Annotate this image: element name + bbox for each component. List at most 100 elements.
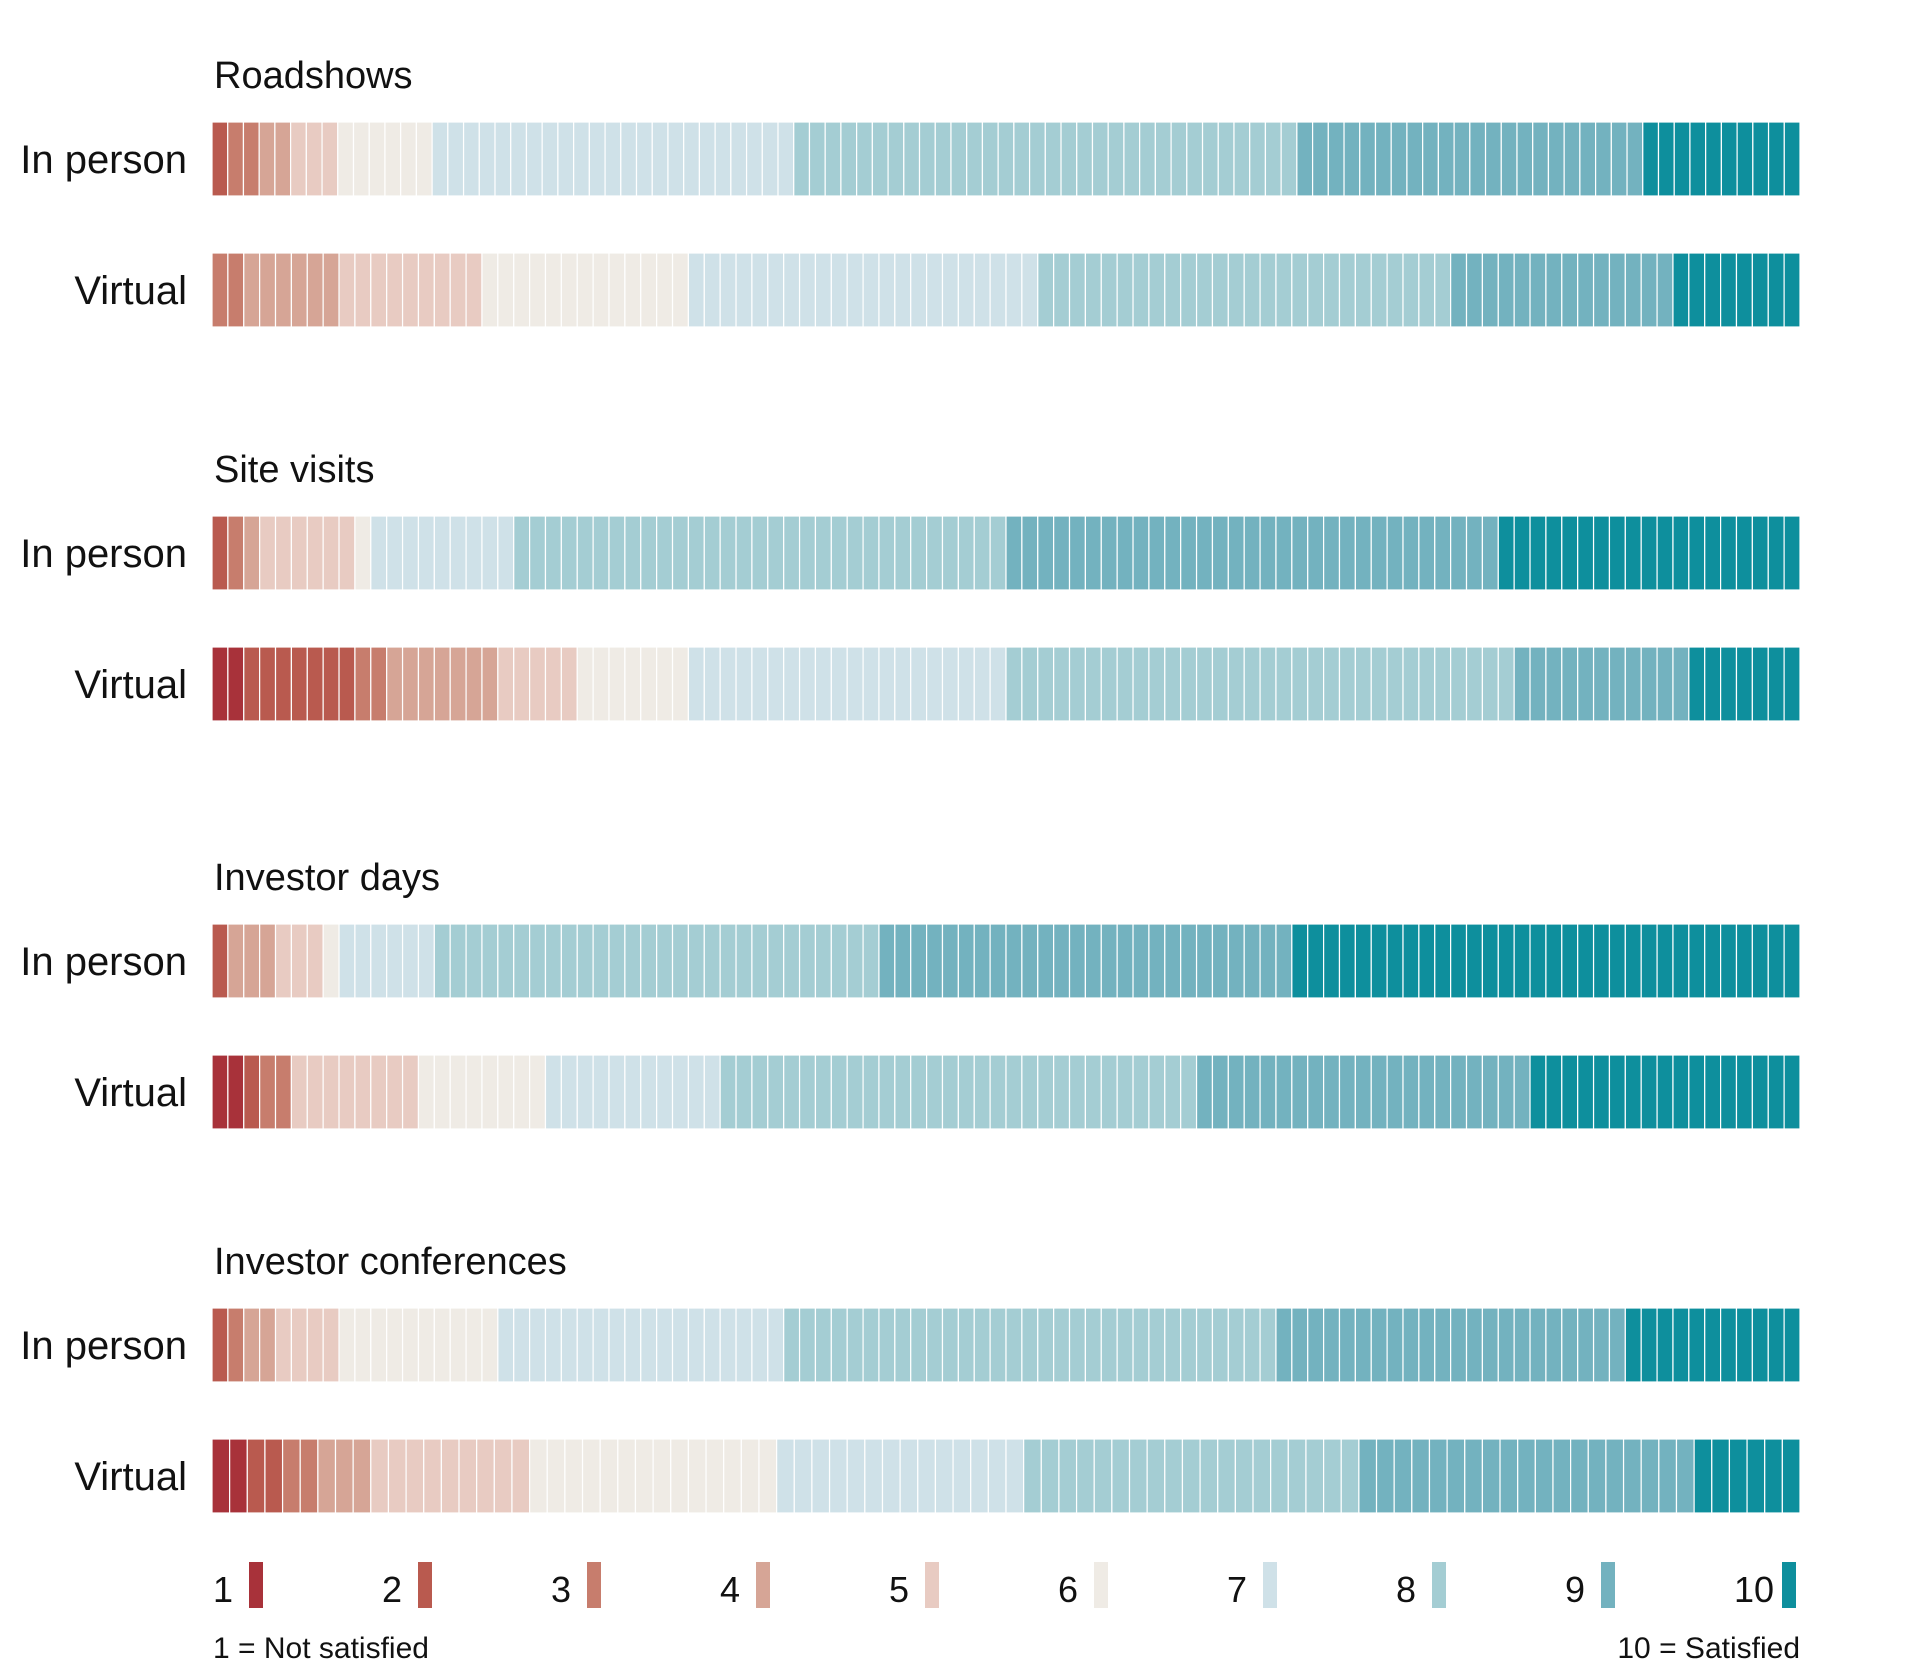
response-cell-score-8 <box>1075 1438 1095 1514</box>
response-cell-score-8 <box>1053 252 1071 328</box>
response-cell-score-9 <box>1672 646 1690 722</box>
response-cell-score-7 <box>751 252 769 328</box>
response-cell-score-10 <box>1767 121 1785 197</box>
response-cell-score-8 <box>846 923 864 999</box>
response-cell-score-8 <box>1028 121 1046 197</box>
response-cell-score-5 <box>306 515 324 591</box>
row-label: Virtual <box>74 269 187 313</box>
response-cell-score-6 <box>433 1054 451 1130</box>
response-cell-score-7 <box>814 252 832 328</box>
response-cell-score-4 <box>243 923 261 999</box>
response-cell-score-4 <box>449 646 467 722</box>
response-cell-score-8 <box>1021 646 1039 722</box>
response-cell-score-5 <box>274 923 292 999</box>
response-cell-score-4 <box>317 1438 337 1514</box>
response-cell-score-8 <box>1227 252 1245 328</box>
response-cell-score-8 <box>1037 1054 1055 1130</box>
response-cell-score-6 <box>564 1438 584 1514</box>
response-cell-score-9 <box>1338 1054 1356 1130</box>
response-cell-score-7 <box>620 121 638 197</box>
response-cell-score-1 <box>229 1438 248 1514</box>
response-cell-score-7 <box>1005 1438 1025 1514</box>
response-cell-score-9 <box>1529 1307 1547 1383</box>
response-cell-score-8 <box>1340 1438 1360 1514</box>
response-cell-score-8 <box>767 515 785 591</box>
response-cell-score-8 <box>560 515 578 591</box>
response-cell-score-8 <box>1181 1438 1201 1514</box>
response-cell-score-7 <box>624 1307 642 1383</box>
response-cell-score-6 <box>528 252 547 328</box>
response-cell-score-9 <box>1164 923 1182 999</box>
response-cell-score-5 <box>338 515 356 591</box>
group-roadshows: Roadshows In person Virtual <box>20 55 1801 328</box>
response-cell-score-6 <box>656 646 674 722</box>
response-cell-score-8 <box>544 515 562 591</box>
response-cell-score-4 <box>243 515 261 591</box>
response-cell-score-10 <box>1764 1438 1783 1514</box>
response-cell-score-9 <box>1307 515 1325 591</box>
response-cell-score-8 <box>1044 121 1062 197</box>
response-cell-score-10 <box>1751 1307 1769 1383</box>
response-cell-score-8 <box>1180 252 1198 328</box>
response-cell-score-10 <box>1656 515 1674 591</box>
response-cell-score-9 <box>1100 923 1118 999</box>
response-cell-score-8 <box>798 1307 817 1383</box>
response-cell-score-9 <box>1422 121 1439 197</box>
response-cell-score-8 <box>887 121 905 197</box>
response-cell-score-7 <box>761 121 779 197</box>
response-cell-score-10 <box>1719 1054 1738 1130</box>
response-cell-score-6 <box>581 1438 601 1514</box>
response-cell-score-6 <box>670 1438 690 1514</box>
response-cell-score-5 <box>440 1438 460 1514</box>
response-cell-score-10 <box>1746 1438 1766 1514</box>
response-cell-score-8 <box>1386 646 1404 722</box>
response-cell-score-9 <box>1411 1438 1431 1514</box>
response-cell-score-6 <box>576 646 594 722</box>
group-title: Investor conferences <box>214 1241 567 1283</box>
response-cell-score-4 <box>465 646 483 722</box>
response-cell-score-8 <box>793 121 811 197</box>
response-cell-score-9 <box>1622 1438 1642 1514</box>
response-cell-score-8 <box>783 1307 801 1383</box>
response-cell-score-7 <box>510 121 528 197</box>
response-cell-score-9 <box>1370 515 1388 591</box>
response-cell-score-8 <box>1291 646 1309 722</box>
response-cell-score-8 <box>1249 121 1267 197</box>
response-cell-score-9 <box>1386 1307 1404 1383</box>
response-cell-score-9 <box>1658 1438 1678 1514</box>
response-cell-score-10 <box>1705 121 1722 197</box>
response-cell-score-10 <box>1688 923 1706 999</box>
response-cell-score-9 <box>1322 1307 1341 1383</box>
response-cell-score-7 <box>987 1438 1007 1514</box>
response-cell-score-9 <box>1675 1438 1695 1514</box>
response-cell-score-7 <box>604 121 622 197</box>
response-cell-score-8 <box>735 1054 753 1130</box>
response-cell-score-7 <box>481 515 499 591</box>
response-cell-score-6 <box>608 252 626 328</box>
response-cell-score-10 <box>1783 1054 1801 1130</box>
response-cell-score-8 <box>1275 646 1293 722</box>
response-cell-score-7 <box>494 121 512 197</box>
response-cell-score-8 <box>528 515 547 591</box>
response-cell-score-5 <box>274 515 292 591</box>
response-cell-score-8 <box>846 515 864 591</box>
response-cell-score-4 <box>290 252 308 328</box>
response-cell-score-9 <box>1624 252 1642 328</box>
response-cell-score-8 <box>878 515 896 591</box>
response-cell-score-8 <box>941 515 959 591</box>
response-cell-score-5 <box>259 515 277 591</box>
response-cell-score-9 <box>1594 121 1612 197</box>
response-cell-score-9 <box>1640 646 1658 722</box>
response-cell-score-9 <box>1608 646 1626 722</box>
response-cell-score-9 <box>1243 1054 1261 1130</box>
response-cell-score-8 <box>910 515 928 591</box>
response-cell-score-6 <box>528 1054 547 1130</box>
response-cell-score-7 <box>719 252 737 328</box>
response-cell-score-8 <box>862 923 880 999</box>
response-cell-score-9 <box>1307 1054 1325 1130</box>
response-cell-score-9 <box>1259 923 1277 999</box>
response-cell-score-8 <box>1148 1054 1166 1130</box>
response-cell-score-9 <box>1100 515 1118 591</box>
response-cell-score-9 <box>1434 1307 1452 1383</box>
response-cell-score-6 <box>705 1438 725 1514</box>
